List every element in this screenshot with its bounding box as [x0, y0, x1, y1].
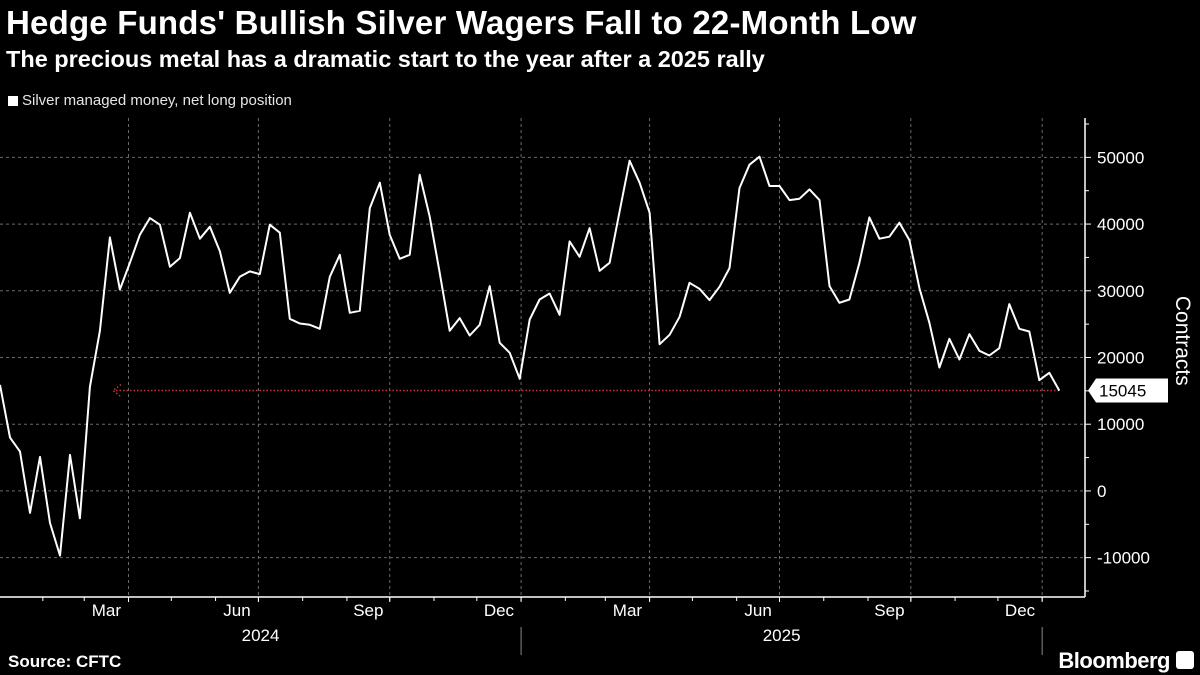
x-tick-label: Dec: [1005, 601, 1036, 620]
y-tick-label: 20000: [1097, 349, 1144, 368]
y-tick-label: 30000: [1097, 282, 1144, 301]
chart-subtitle: The precious metal has a dramatic start …: [6, 46, 765, 72]
y-tick-label: 40000: [1097, 215, 1144, 234]
bloomberg-logo: Bloomberg: [1058, 648, 1170, 673]
legend: Silver managed money, net long position: [8, 92, 292, 109]
y-tick-label: -10000: [1097, 549, 1150, 568]
x-tick-label: Mar: [613, 601, 643, 620]
chart-title: Hedge Funds' Bullish Silver Wagers Fall …: [6, 4, 917, 41]
last-value-badge: [1088, 378, 1168, 403]
x-tick-label: Sep: [353, 601, 383, 620]
y-axis-title: Contracts: [1171, 296, 1194, 386]
x-tick-label: Jun: [744, 601, 771, 620]
source-note: Source: CFTC: [8, 652, 122, 671]
y-tick-label: 0: [1097, 482, 1106, 501]
x-tick-label: Mar: [92, 601, 122, 620]
legend-swatch: [8, 95, 18, 106]
legend-label: Silver managed money, net long position: [22, 92, 292, 109]
series-line: [0, 155, 1061, 557]
year-label: 2025: [763, 626, 801, 645]
y-tick-label: 50000: [1097, 148, 1144, 167]
bloomberg-chart-icon: [1176, 651, 1194, 669]
x-tick-label: Sep: [874, 601, 904, 620]
y-tick-label: 10000: [1097, 415, 1144, 434]
x-tick-label: Jun: [223, 601, 250, 620]
year-label: 2024: [242, 626, 280, 645]
last-value-label: 15045: [1099, 382, 1146, 401]
x-tick-label: Dec: [484, 601, 515, 620]
